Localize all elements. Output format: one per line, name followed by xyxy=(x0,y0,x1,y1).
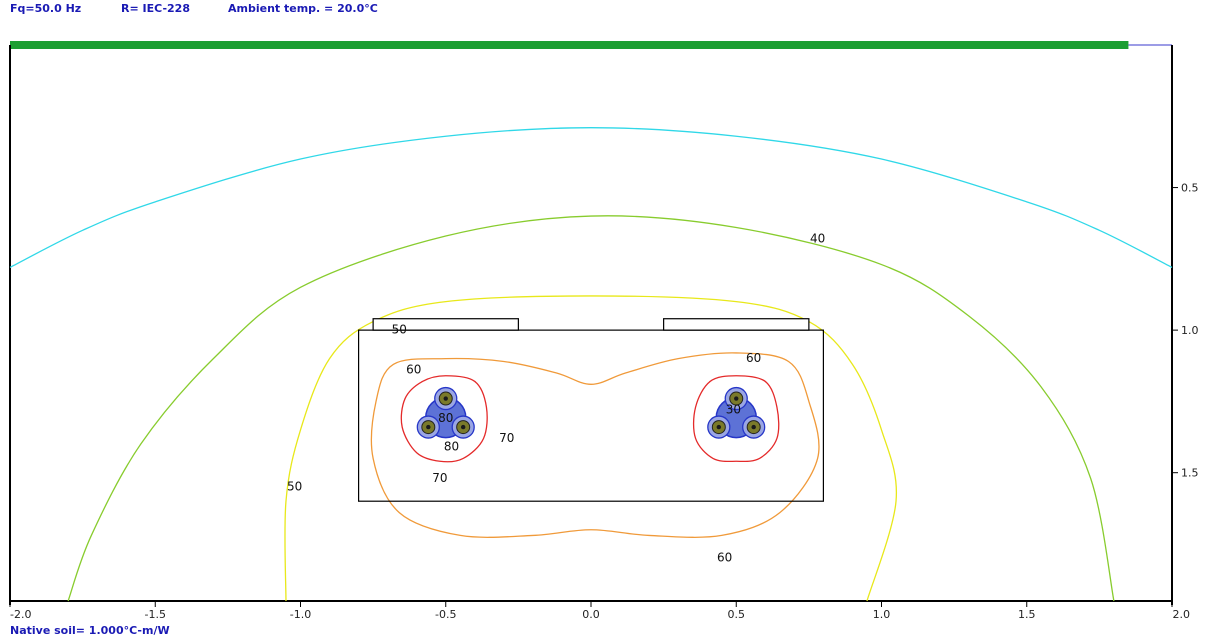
x-tick-label: 0.0 xyxy=(582,608,600,621)
isotherm-30 xyxy=(9,127,1173,268)
x-tick-label: 2.0 xyxy=(1173,608,1191,621)
isotherm-50 xyxy=(284,295,898,602)
contour-label-60: 60 xyxy=(717,551,732,565)
ambient-temp-label: Ambient temp. = 20.0°C xyxy=(228,2,378,15)
contour-label-80: 80 xyxy=(438,411,453,425)
cover-slab-2 xyxy=(663,318,810,331)
isotherm-40 xyxy=(67,215,1115,602)
native-soil-label: Native soil= 1.000°C-m/W xyxy=(10,624,170,637)
contour-label-30: 30 xyxy=(726,402,741,416)
x-tick-label: -2.0 xyxy=(10,608,31,621)
conductor-center xyxy=(751,424,756,430)
x-tick-label: 1.5 xyxy=(1018,608,1036,621)
conductor-center xyxy=(734,396,739,401)
ground-surface xyxy=(10,41,1129,49)
isotherm-60 xyxy=(370,352,820,538)
contour-label-40: 40 xyxy=(810,231,825,245)
y-tick-label: 1.5 xyxy=(1181,467,1199,480)
y-tick-label: 0.5 xyxy=(1181,182,1199,195)
x-tick-label: -1.5 xyxy=(145,608,166,621)
frequency-label: Fq=50.0 Hz xyxy=(10,2,82,15)
cable-right xyxy=(707,386,766,439)
duct-bank xyxy=(358,329,824,502)
x-tick-label: -1.0 xyxy=(290,608,311,621)
isotherm-70-left xyxy=(400,375,488,463)
resistance-label: R= IEC-228 xyxy=(121,2,190,15)
contour-label-70: 70 xyxy=(432,471,447,485)
y-tick-label: 1.0 xyxy=(1181,324,1199,337)
x-tick-label: -0.5 xyxy=(435,608,456,621)
conductor-center xyxy=(460,424,466,430)
contour-label-60: 60 xyxy=(746,351,761,365)
conductor-center xyxy=(443,396,448,401)
conductor-center xyxy=(426,424,431,430)
contour-label-60: 60 xyxy=(406,363,421,377)
conductor-center xyxy=(716,424,722,430)
contour-label-80: 80 xyxy=(444,440,459,454)
contour-label-50: 50 xyxy=(392,323,407,337)
isotherm-70-right xyxy=(692,375,780,463)
cable-left xyxy=(416,386,475,439)
x-tick-label: 0.5 xyxy=(728,608,746,621)
contour-label-50: 50 xyxy=(287,479,302,493)
contour-label-70: 70 xyxy=(499,431,514,445)
x-tick-label: 1.0 xyxy=(873,608,891,621)
cover-slab-1 xyxy=(372,318,519,331)
